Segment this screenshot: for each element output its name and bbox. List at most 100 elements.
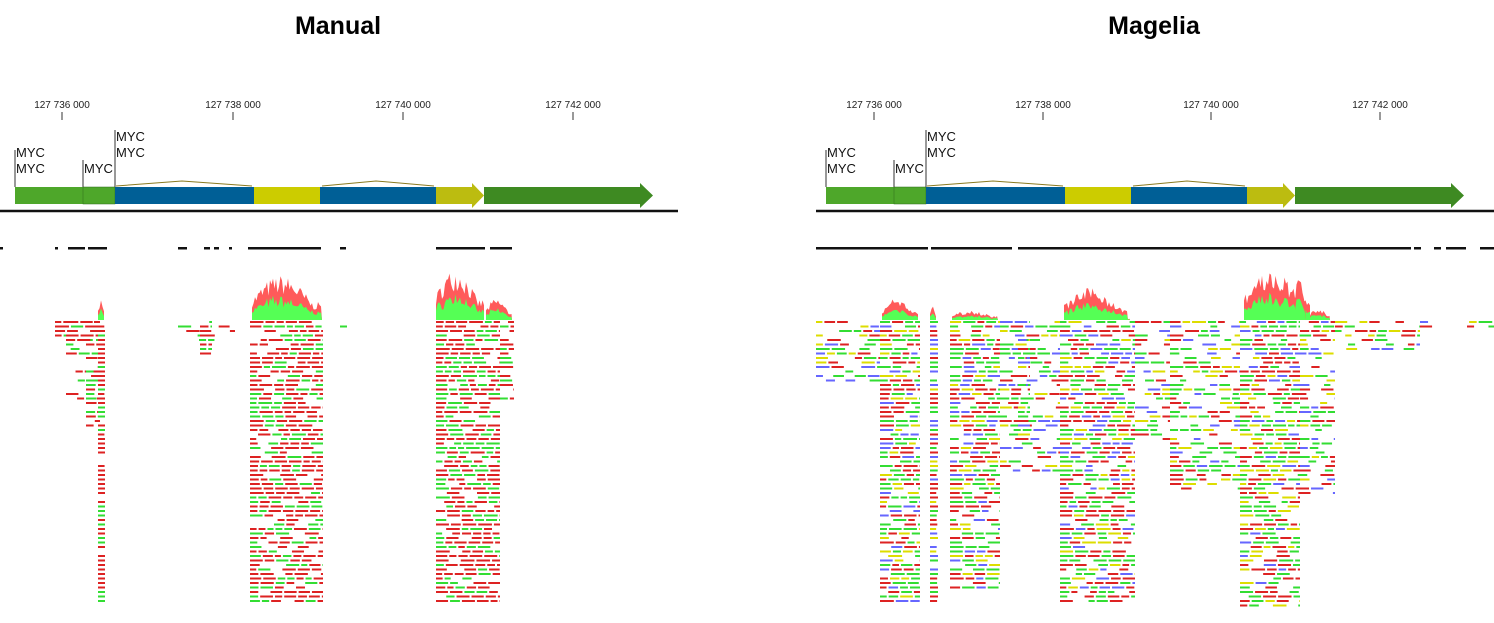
read — [1221, 474, 1231, 476]
read — [291, 541, 304, 544]
read — [1120, 582, 1131, 584]
read — [462, 577, 472, 580]
read — [1219, 388, 1232, 391]
read — [466, 586, 477, 589]
read — [962, 537, 974, 539]
read — [466, 447, 480, 449]
read — [828, 361, 838, 364]
read — [1030, 361, 1043, 364]
read — [998, 582, 1000, 584]
read — [1478, 321, 1493, 323]
read — [259, 384, 273, 386]
read — [1286, 334, 1298, 337]
read — [978, 564, 988, 566]
read — [490, 438, 500, 440]
read — [98, 348, 105, 350]
read — [1296, 546, 1300, 548]
read — [308, 523, 319, 526]
read — [1275, 361, 1283, 364]
read — [458, 325, 467, 328]
read — [478, 375, 486, 377]
read — [1153, 393, 1161, 395]
read — [456, 321, 468, 323]
read — [1250, 532, 1261, 535]
read — [280, 442, 289, 445]
read — [1100, 334, 1113, 337]
read — [321, 330, 323, 332]
coverage-segment — [229, 247, 232, 250]
read — [315, 487, 323, 490]
read — [293, 397, 304, 400]
read — [1000, 352, 1011, 355]
read — [888, 591, 900, 593]
read — [1320, 402, 1328, 404]
read — [1060, 343, 1072, 346]
read — [1163, 321, 1170, 323]
read — [1335, 321, 1348, 323]
read — [1060, 474, 1071, 476]
read — [1288, 325, 1297, 328]
read — [996, 339, 1000, 341]
read — [250, 595, 259, 598]
read — [880, 451, 888, 454]
read — [454, 442, 462, 445]
read — [970, 406, 977, 409]
read — [901, 577, 910, 580]
read — [446, 595, 455, 598]
read — [1086, 465, 1093, 467]
read — [1263, 361, 1274, 364]
read — [250, 415, 261, 418]
read — [1119, 348, 1131, 350]
read — [916, 366, 920, 368]
read — [893, 519, 907, 521]
coverage-peak-forward — [882, 309, 918, 320]
read — [1090, 348, 1103, 350]
read — [880, 514, 889, 517]
read — [1113, 510, 1125, 512]
read — [305, 541, 318, 544]
read — [1324, 384, 1331, 386]
read — [250, 550, 257, 553]
read — [1207, 352, 1217, 355]
read — [1269, 348, 1279, 350]
read — [446, 406, 458, 409]
read — [305, 325, 314, 328]
read — [301, 429, 311, 431]
read — [436, 586, 446, 589]
read — [509, 397, 514, 400]
read — [1000, 370, 1013, 373]
read — [1109, 564, 1121, 566]
read — [902, 469, 912, 472]
read — [863, 330, 873, 332]
read — [1300, 420, 1311, 422]
read — [316, 456, 323, 458]
read — [487, 564, 496, 566]
read — [473, 361, 487, 364]
read — [880, 501, 888, 503]
coverage-segment — [816, 247, 928, 250]
read — [264, 424, 274, 427]
read — [1232, 474, 1240, 476]
read — [436, 550, 450, 553]
read — [965, 505, 979, 508]
read — [450, 600, 460, 602]
read — [888, 505, 902, 508]
read — [1299, 523, 1300, 526]
read — [1276, 370, 1291, 373]
read — [436, 415, 444, 418]
read — [1161, 384, 1170, 386]
read — [908, 361, 916, 364]
read — [1265, 442, 1273, 445]
read — [950, 573, 961, 575]
read — [976, 586, 986, 589]
read — [297, 546, 309, 548]
read — [444, 573, 453, 575]
read — [1369, 330, 1377, 332]
read — [1090, 586, 1098, 589]
read — [1240, 370, 1249, 373]
read — [1488, 325, 1494, 328]
read — [474, 469, 489, 472]
read — [1240, 492, 1247, 494]
read — [250, 370, 258, 373]
read — [250, 586, 259, 589]
